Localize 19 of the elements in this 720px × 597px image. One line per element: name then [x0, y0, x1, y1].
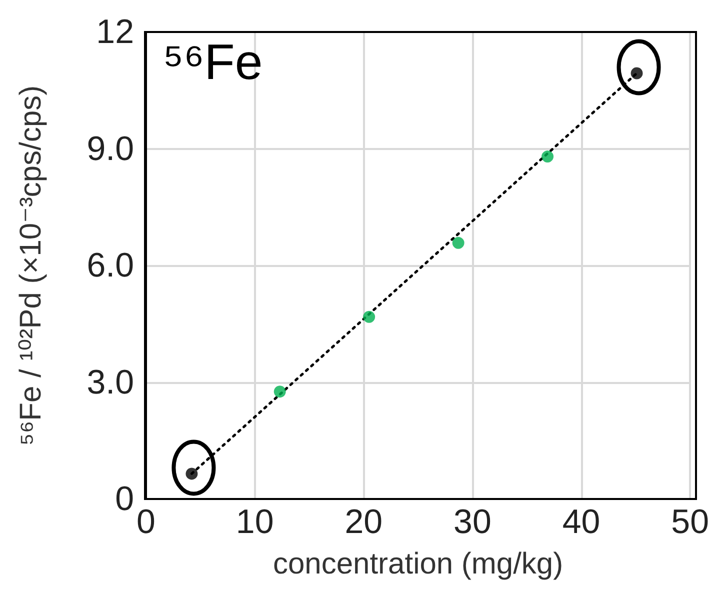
- x-tick-label: 20: [344, 503, 383, 541]
- x-tick-label: 10: [236, 503, 274, 541]
- x-tick-label: 40: [562, 503, 600, 541]
- y-tick-label: 6.0: [86, 246, 134, 284]
- point: [452, 236, 464, 249]
- y-tick-label: 0: [115, 480, 134, 518]
- x-tick-label: 30: [454, 503, 492, 541]
- point: [542, 150, 554, 163]
- point: [363, 310, 376, 323]
- point: [186, 468, 198, 480]
- chart-title: ⁵⁶Fe: [163, 34, 263, 90]
- point: [630, 67, 643, 80]
- y-tick-label: 9.0: [86, 130, 134, 168]
- y-axis-title: ⁵⁶Fe / ¹⁰²Pd (×10⁻³cps/cps): [14, 85, 48, 446]
- point: [274, 386, 286, 398]
- y-tick-label: 12: [96, 13, 134, 51]
- y-tick-label: 3.0: [86, 363, 134, 402]
- x-tick-label: 50: [671, 503, 710, 541]
- x-axis-title: concentration (mg/kg): [272, 548, 564, 580]
